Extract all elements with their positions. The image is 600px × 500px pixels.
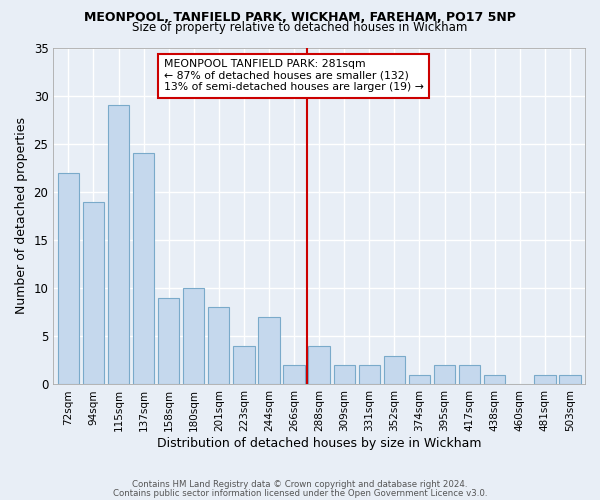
Bar — [158, 298, 179, 384]
Bar — [434, 365, 455, 384]
Text: MEONPOOL, TANFIELD PARK, WICKHAM, FAREHAM, PO17 5NP: MEONPOOL, TANFIELD PARK, WICKHAM, FAREHA… — [84, 11, 516, 24]
Bar — [83, 202, 104, 384]
Text: Contains public sector information licensed under the Open Government Licence v3: Contains public sector information licen… — [113, 488, 487, 498]
Bar — [58, 172, 79, 384]
Bar — [384, 356, 405, 384]
Bar — [283, 365, 305, 384]
Bar — [334, 365, 355, 384]
Text: Size of property relative to detached houses in Wickham: Size of property relative to detached ho… — [133, 22, 467, 35]
Bar — [459, 365, 480, 384]
Text: MEONPOOL TANFIELD PARK: 281sqm
← 87% of detached houses are smaller (132)
13% of: MEONPOOL TANFIELD PARK: 281sqm ← 87% of … — [164, 59, 424, 92]
Bar — [259, 317, 280, 384]
Bar — [308, 346, 330, 385]
Bar — [559, 375, 581, 384]
Bar — [534, 375, 556, 384]
Text: Contains HM Land Registry data © Crown copyright and database right 2024.: Contains HM Land Registry data © Crown c… — [132, 480, 468, 489]
Bar — [183, 288, 205, 384]
Bar — [359, 365, 380, 384]
X-axis label: Distribution of detached houses by size in Wickham: Distribution of detached houses by size … — [157, 437, 481, 450]
Bar — [409, 375, 430, 384]
Y-axis label: Number of detached properties: Number of detached properties — [15, 118, 28, 314]
Bar — [133, 154, 154, 384]
Bar — [233, 346, 254, 385]
Bar — [208, 308, 229, 384]
Bar — [108, 106, 129, 384]
Bar — [484, 375, 505, 384]
